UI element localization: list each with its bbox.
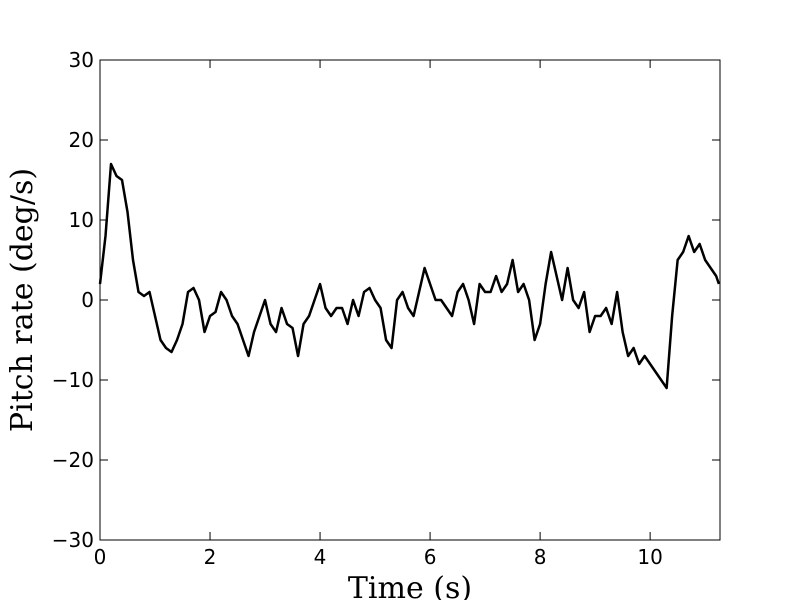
plot-frame [99, 59, 721, 541]
y-tick-label: 20 [69, 128, 94, 152]
x-tick-label: 4 [314, 545, 327, 569]
x-axis-label: Time (s) [348, 571, 472, 600]
data-line [98, 162, 721, 390]
x-tick-label: 8 [534, 545, 547, 569]
y-axis-label: Pitch rate (deg/s) [5, 168, 40, 432]
y-tick-label: 30 [69, 48, 94, 72]
x-tick-label: 6 [424, 545, 437, 569]
x-tick-label: 10 [637, 545, 662, 569]
x-tick-label: 0 [94, 545, 107, 569]
x-tick-label: 2 [204, 545, 217, 569]
y-tick-label: 10 [69, 208, 94, 232]
y-tick-label: 0 [81, 288, 94, 312]
y-tick-label: −30 [52, 528, 94, 552]
y-tick-label: −20 [52, 448, 94, 472]
y-tick-label: −10 [52, 368, 94, 392]
